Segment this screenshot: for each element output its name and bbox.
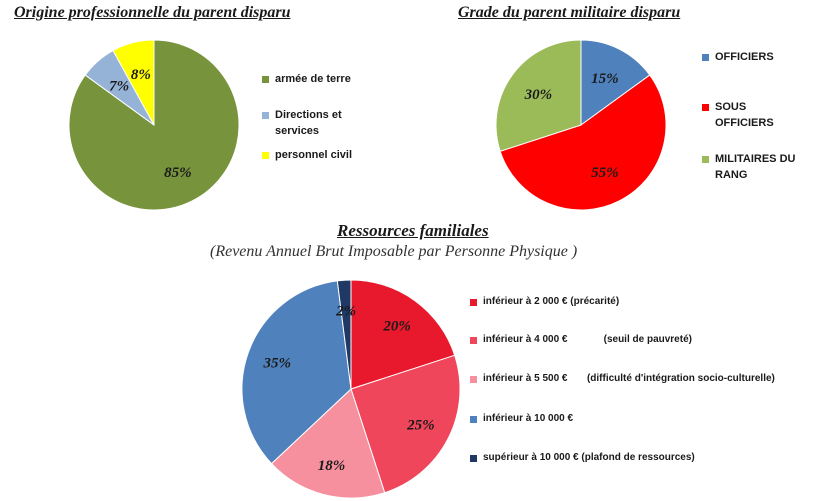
chart2-slice-1 [499, 74, 667, 211]
chart3-slice-1 [350, 354, 461, 494]
chart1-legend-swatch-1 [262, 112, 269, 119]
chart3-slice-label-0: 20% [382, 319, 411, 335]
chart3-legend-swatch-0 [470, 299, 477, 306]
chart2-legend-item-1: SOUS OFFICIERS [702, 100, 774, 132]
chart2-slice-label-2: 30% [524, 87, 553, 103]
chart2-legend-swatch-2 [702, 156, 709, 163]
chart3-legend-item-4: supérieur à 10 000 € (plafond de ressour… [470, 451, 695, 466]
chart2-slice-label-0: 15% [591, 71, 619, 87]
chart3-legend-label-2: inférieur à 5 500 € (difficulté d'intégr… [483, 373, 775, 384]
chart2-legend-swatch-0 [702, 54, 709, 61]
chart2-slice-0 [580, 39, 651, 126]
chart1-legend-label-1: Directions et services [275, 109, 342, 137]
chart1-legend-swatch-2 [262, 152, 269, 159]
chart2-legend-label-1: SOUS OFFICIERS [715, 101, 774, 129]
chart3-title: Ressources familiales [337, 221, 489, 240]
chart2-legend-item-2: MILITAIRES DU RANG [702, 152, 795, 184]
chart1-legend-label-2: personnel civil [275, 149, 353, 161]
chart3-legend-item-3: inférieur à 10 000 € [470, 412, 573, 427]
chart2-legend-label-0: OFFICIERS [715, 51, 774, 63]
chart3-slice-4 [336, 279, 352, 390]
chart1-legend-item-1: Directions et services [262, 108, 342, 140]
chart1-slice-label-0: 85% [164, 165, 192, 181]
chart1-legend-swatch-0 [262, 76, 269, 83]
chart2-slice-2 [495, 39, 582, 152]
chart3-legend-label-3: inférieur à 10 000 € [483, 413, 574, 424]
chart3-slice-label-4: 2% [335, 304, 356, 320]
chart3-slice-label-2: 18% [318, 458, 346, 474]
chart3-legend-swatch-4 [470, 455, 477, 462]
chart1-legend-label-0: armée de terre [275, 73, 351, 85]
chart3-legend-item-0: inférieur à 2 000 € (précarité) [470, 295, 619, 310]
chart1-slice-label-2: 8% [131, 67, 151, 83]
chart3-legend-label-0: inférieur à 2 000 € (précarité) [483, 296, 620, 307]
chart3-legend-item-2: inférieur à 5 500 € (difficulté d'intégr… [470, 372, 775, 387]
chart1-legend-item-0: armée de terre [262, 72, 351, 88]
chart2-legend-label-2: MILITAIRES DU RANG [715, 153, 796, 181]
chart2-legend-item-0: OFFICIERS [702, 50, 774, 66]
chart3-legend-swatch-2 [470, 376, 477, 383]
chart3-slice-0 [350, 279, 456, 390]
chart3-slice-2 [270, 388, 386, 499]
chart3-legend-swatch-1 [470, 337, 477, 344]
chart3-legend-swatch-3 [470, 416, 477, 423]
chart3-slice-3 [241, 280, 352, 465]
chart2-title: Grade du parent militaire disparu [458, 4, 681, 21]
chart2-slice-label-1: 55% [591, 165, 619, 181]
chart3-subtitle: (Revenu Annuel Brut Imposable par Person… [210, 243, 578, 260]
chart1-slice-2 [112, 39, 155, 126]
chart3-legend-label-1: inférieur à 4 000 € (seuil de pauvreté) [483, 334, 692, 345]
chart3-legend-label-4: supérieur à 10 000 € (plafond de ressour… [483, 452, 695, 463]
chart1-slice-label-1: 7% [109, 79, 129, 95]
chart1-legend-item-2: personnel civil [262, 148, 352, 164]
chart1-title: Origine professionnelle du parent dispar… [14, 4, 291, 21]
chart3-slice-label-3: 35% [262, 355, 291, 371]
chart3-legend-item-1: inférieur à 4 000 € (seuil de pauvreté) [470, 333, 692, 348]
chart2-legend-swatch-1 [702, 104, 709, 111]
chart3-slice-label-1: 25% [406, 418, 435, 434]
